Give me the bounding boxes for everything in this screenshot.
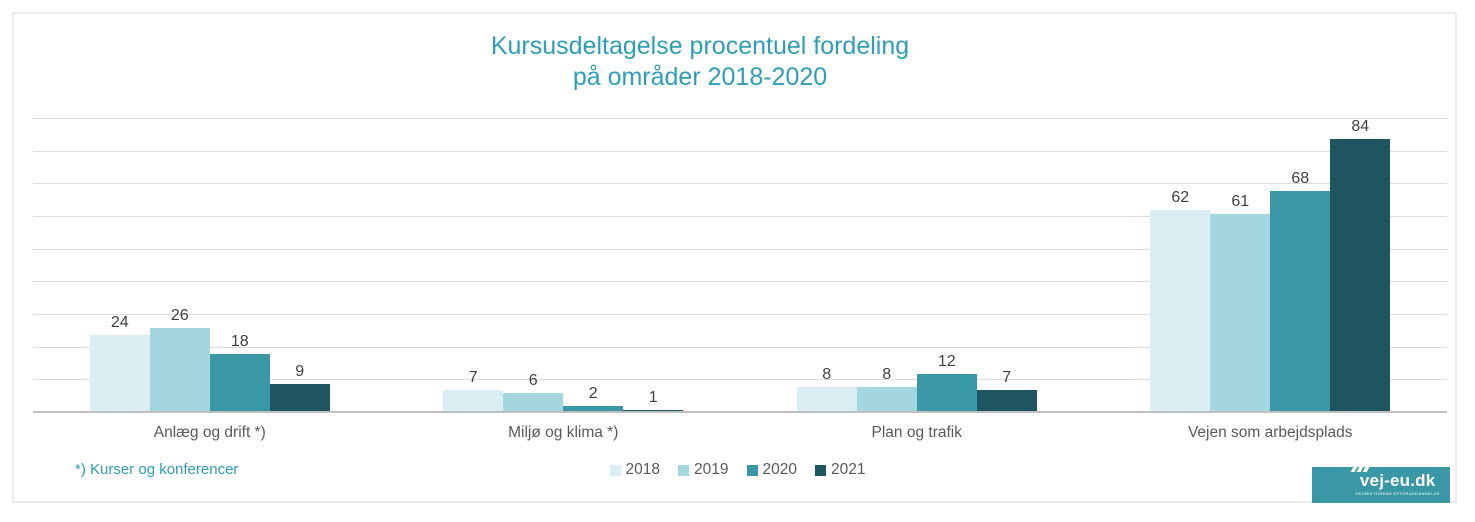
bar-value-label: 2 [588,385,598,403]
legend-swatch-icon [678,464,690,476]
gridline [33,183,1447,185]
logo-domain: vej-eu.dk [1359,471,1436,490]
logo-text: vej-eu.dk [1350,467,1440,490]
bar-value-label: 1 [648,388,658,406]
chart-title-line2: på områder 2018-2020 [572,63,828,91]
plot-area: 24 26 18 9 Anlæg og drift *) 7 6 2 1 Miljø og kli… [33,117,1448,441]
bar-value-label: 7 [1002,369,1012,387]
category-axis-label: Vejen som arbejdsplads [1187,424,1353,441]
legend-item: 2021 [814,461,866,479]
bar-wrap: 62 [1150,189,1211,413]
bar [856,386,917,413]
bar [89,334,150,413]
bar-value-label: 6 [528,372,538,390]
bar-wrap: 6 [503,372,564,413]
gridline [33,216,1447,217]
bar-value-label: 7 [468,369,478,387]
legend-item: 2018 [609,461,661,479]
legend-item: 2020 [746,461,797,479]
legend-label: 2018 [625,461,661,478]
gridline [33,150,1447,152]
bar-wrap: 7 [976,369,1037,413]
bar-value-label: 18 [230,333,249,351]
logo-slashes-icon [1350,467,1370,472]
gridline [33,248,1447,250]
bar [269,383,330,413]
gridline [33,118,1447,119]
bar-wrap: 8 [796,365,857,413]
bar-wrap: 24 [89,313,150,413]
bar-value-label: 12 [937,352,956,370]
bar [1270,190,1331,413]
legend-swatch-icon [814,464,826,476]
legend-label: 2019 [694,461,729,478]
gridline [33,346,1447,348]
bar-value-label: 9 [295,362,305,380]
legend-item: 2019 [678,461,729,479]
category-axis-label: Plan og trafik [871,424,962,441]
legend-swatch-icon [746,464,758,476]
bar-wrap: 1 [623,388,684,413]
category-axis-label: Miljø og klima *) [508,424,619,441]
bar-wrap: 2 [563,385,624,413]
chart-title-line1: Kursusdeltagelse procentuel fordeling [490,32,910,60]
bar-value-label: 26 [170,307,189,325]
category-group: 24 26 18 9 Anlæg og drift *) [33,119,387,441]
bar [443,390,504,413]
legend-label: 2020 [762,461,797,478]
bar-group: 8 8 12 7 [796,352,1037,413]
bar [1150,210,1211,413]
bar-group: 24 26 18 9 [89,307,330,413]
bar [796,386,857,413]
bar-value-label: 61 [1231,192,1250,210]
gridline [33,314,1447,315]
logo-tagline: VEJSEKTORENS EFTERUDDANNELSE [1355,491,1440,496]
bar [503,393,564,413]
legend-label: 2021 [830,461,866,478]
bar [563,406,624,413]
bar [149,328,210,413]
bar-wrap: 9 [269,362,330,413]
bar-wrap: 61 [1210,192,1271,413]
bar-wrap: 7 [443,369,504,413]
bar-value-label: 68 [1291,169,1310,187]
bar-wrap: 18 [209,333,270,413]
bar [1210,213,1271,413]
bar-group: 62 61 68 84 [1150,117,1391,413]
bar-wrap: 12 [916,352,977,413]
bar-value-label: 8 [882,365,892,383]
category-axis-label: Anlæg og drift *) [153,424,266,441]
chart-title: Kursusdeltagelse procentuel fordeling på… [0,31,1400,93]
legend: 2018 2019 2020 2021 [0,461,1475,479]
bar [916,373,977,413]
bar-value-label: 84 [1351,117,1370,135]
plot-slots: 24 26 18 9 Anlæg og drift *) 7 6 2 1 Miljø og kli… [33,117,1448,441]
gridline [33,281,1447,283]
bar-wrap: 68 [1270,169,1331,413]
bar-value-label: 24 [110,313,129,331]
bar-wrap: 26 [149,307,210,413]
category-group: 62 61 68 84 Vejen som arbejdsplads [1094,117,1448,441]
logo-inner: vej-eu.dk VEJSEKTORENS EFTERUDDANNELSE [1350,467,1440,496]
bar [209,354,270,413]
gridline [33,379,1447,381]
bar-wrap: 84 [1330,117,1391,413]
bar-value-label: 62 [1171,189,1190,207]
bar-wrap: 8 [856,365,917,413]
x-axis-line [33,411,1447,413]
footnote: *) Kurser og konferencer [75,461,239,478]
bar-group: 7 6 2 1 [443,369,684,413]
bar [976,390,1037,413]
bar [1330,138,1391,413]
legend-swatch-icon [609,464,621,476]
category-group: 7 6 2 1 Miljø og klima *) [387,119,741,441]
logo-vej-eu: vej-eu.dk VEJSEKTORENS EFTERUDDANNELSE [1312,467,1450,503]
category-group: 8 8 12 7 Plan og trafik [740,119,1094,441]
bar-value-label: 8 [822,365,832,383]
